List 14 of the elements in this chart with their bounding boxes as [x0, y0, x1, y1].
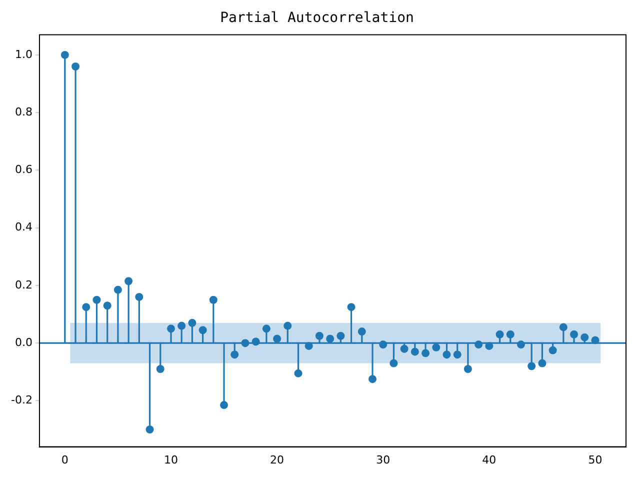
- x-tick-label: 0: [61, 453, 68, 466]
- chart-title: Partial Autocorrelation: [220, 10, 414, 26]
- y-tick-label: 0.4: [14, 220, 32, 234]
- x-tick-label: 10: [164, 453, 178, 466]
- y-tick-label: 1.0: [14, 48, 32, 61]
- y-tick-label: 0.2: [14, 278, 32, 292]
- x-tick-label: 40: [482, 453, 496, 466]
- x-tick-label: 20: [270, 453, 284, 466]
- y-tick-label: 0.8: [14, 105, 32, 118]
- y-tick-label: 0.6: [14, 163, 32, 176]
- y-tick-label: -0.2: [10, 394, 32, 407]
- x-tick-label: 30: [376, 453, 390, 466]
- y-tick-label: 0.0: [14, 336, 32, 349]
- x-tick-label: 50: [588, 453, 602, 466]
